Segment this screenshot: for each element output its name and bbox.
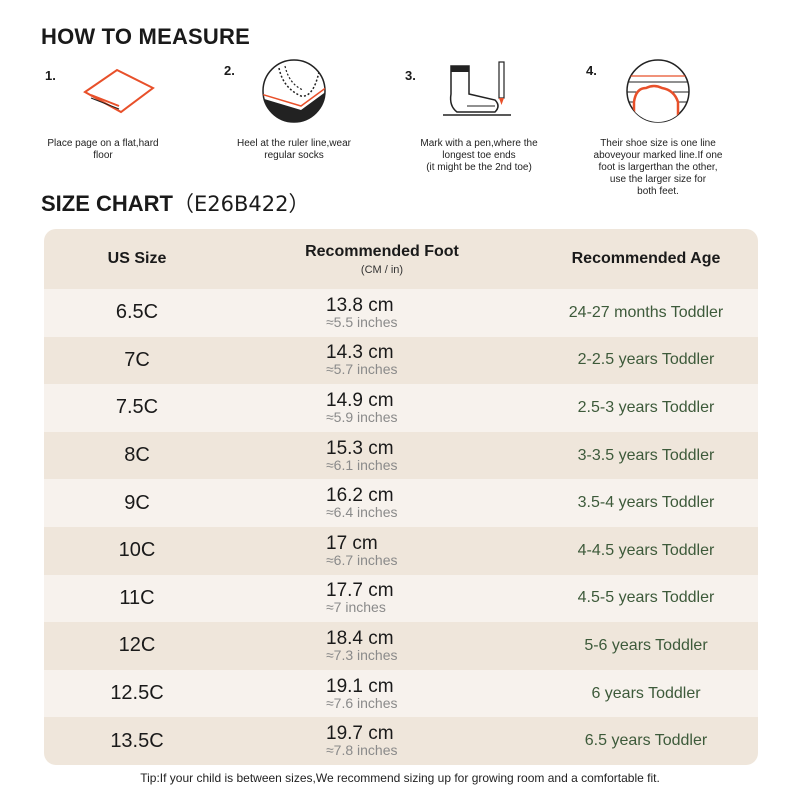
foot-cm: 19.7 cm (326, 723, 394, 745)
table-row: 6.5C 13.8 cm ≈5.5 inches 24-27 months Toddl… (44, 289, 758, 337)
table-row: 13.5C 19.7 cm ≈7.8 inches 6.5 years Toddler (44, 717, 758, 765)
foot-cm: 17 cm (326, 532, 378, 554)
step-caption: Place page on a flat,hard floor (47, 138, 159, 161)
us-size-cell: 10C (118, 539, 156, 562)
foot-inches: ≈5.9 inches (326, 408, 398, 425)
foot-length-cell: 17 cm ≈6.7 inches (230, 532, 534, 568)
product-code: （E26B422） (173, 192, 310, 216)
us-size-cell: 12.5C (110, 682, 164, 705)
age-cell: 5-6 years Toddler (584, 636, 708, 654)
header-foot-label: Recommended Foot (305, 242, 459, 260)
header-us-size: US Size (107, 250, 167, 267)
foot-inches: ≈7.6 inches (326, 694, 398, 711)
age-cell: 2-2.5 years Toddler (577, 351, 715, 369)
size-table: US Size Recommended Foot (CM / in) Recom… (44, 229, 758, 765)
age-cell: 4-4.5 years Toddler (577, 541, 715, 559)
foot-length-cell: 14.9 cm ≈5.9 inches (230, 389, 534, 425)
paper-icon (83, 68, 155, 114)
us-size-cell: 8C (124, 444, 150, 467)
us-size-cell: 13.5C (110, 729, 164, 752)
foot-cm: 18.4 cm (326, 627, 394, 649)
step-number: 4. (586, 63, 597, 78)
age-cell: 4.5-5 years Toddler (577, 589, 715, 607)
foot-inches: ≈6.7 inches (326, 551, 398, 568)
table-body: 6.5C 13.8 cm ≈5.5 inches 24-27 months Toddl… (44, 289, 758, 765)
us-size-cell: 7.5C (115, 396, 159, 419)
foot-inches: ≈6.1 inches (326, 456, 398, 473)
foot-cm: 15.3 cm (326, 437, 394, 459)
table-row: 12.5C 19.1 cm ≈7.6 inches 6 years Toddler (44, 669, 758, 718)
foot-length-cell: 13.8 cm ≈5.5 inches (230, 294, 534, 330)
foot-cm: 16.2 cm (326, 485, 394, 507)
age-cell: 3-3.5 years Toddler (577, 446, 715, 464)
table-row: 7.5C 14.9 cm ≈5.9 inches 2.5-3 years Toddle… (44, 384, 758, 432)
age-cell: 2.5-3 years Toddler (577, 398, 715, 416)
foot-length-cell: 15.3 cm ≈6.1 inches (230, 437, 534, 473)
step-caption: Mark with a pen,where the longest toe en… (420, 138, 538, 173)
size-chart-title-text: SIZE CHART (41, 191, 173, 216)
how-to-measure-title: HOW TO MEASURE (41, 24, 250, 49)
foot-cm: 13.8 cm (326, 294, 394, 316)
foot-inches: ≈6.4 inches (326, 504, 398, 521)
foot-length-cell: 17.7 cm ≈7 inches (230, 580, 534, 616)
age-cell: 6.5 years Toddler (584, 732, 708, 750)
header-age: Recommended Age (571, 250, 721, 267)
foot-inches: ≈7 inches (326, 599, 386, 616)
table-row: 10C 17 cm ≈6.7 inches 4-4.5 years Toddler (44, 526, 758, 575)
foot-cm: 19.1 cm (326, 675, 394, 697)
header-foot-unit: (CM / in) (360, 263, 404, 276)
age-cell: 6 years Toddler (591, 684, 701, 702)
step-caption: Heel at the ruler line,wear regular sock… (237, 138, 351, 161)
us-size-cell: 9C (124, 491, 150, 514)
tip-text: Tip:If your child is between sizes,We re… (140, 771, 660, 785)
header-foot: Recommended Foot (CM / in) (230, 243, 534, 276)
foot-cm: 17.7 cm (326, 580, 394, 602)
foot-cm: 14.9 cm (326, 389, 394, 411)
step-caption: Their shoe size is one line aboveyour ma… (593, 138, 723, 197)
foot-ruler-icon (626, 59, 690, 123)
step-number: 3. (405, 68, 416, 83)
foot-inches: ≈7.3 inches (326, 646, 398, 663)
us-size-cell: 6.5C (115, 301, 159, 324)
table-row: 7C 14.3 cm ≈5.7 inches 2-2.5 years Toddler (44, 336, 758, 385)
us-size-cell: 7C (124, 348, 150, 371)
table-row: 8C 15.3 cm ≈6.1 inches 3-3.5 years Toddler (44, 431, 758, 480)
sock-pen-icon (443, 61, 511, 116)
size-chart-title: SIZE CHART（E26B422） (41, 188, 309, 218)
age-cell: 24-27 months Toddler (568, 303, 724, 321)
us-size-cell: 12C (118, 634, 156, 657)
foot-length-cell: 16.2 cm ≈6.4 inches (230, 485, 534, 521)
age-cell: 3.5-4 years Toddler (577, 494, 715, 512)
foot-length-cell: 19.7 cm ≈7.8 inches (230, 723, 534, 759)
foot-length-cell: 18.4 cm ≈7.3 inches (230, 627, 534, 663)
table-row: 9C 16.2 cm ≈6.4 inches 3.5-4 years Toddler (44, 479, 758, 527)
table-row: 11C 17.7 cm ≈7 inches 4.5-5 years Toddler (44, 574, 758, 623)
table-row: 12C 18.4 cm ≈7.3 inches 5-6 years Toddler (44, 622, 758, 670)
heel-icon (262, 59, 326, 123)
foot-length-cell: 14.3 cm ≈5.7 inches (230, 342, 534, 378)
foot-inches: ≈5.7 inches (326, 361, 398, 378)
foot-inches: ≈7.8 inches (326, 742, 398, 759)
foot-length-cell: 19.1 cm ≈7.6 inches (230, 675, 534, 711)
step-number: 2. (224, 63, 235, 78)
us-size-cell: 11C (119, 586, 155, 609)
foot-cm: 14.3 cm (326, 342, 394, 364)
step-number: 1. (45, 68, 56, 83)
table-header: US Size Recommended Foot (CM / in) Recom… (44, 229, 758, 289)
foot-inches: ≈5.5 inches (326, 313, 398, 330)
